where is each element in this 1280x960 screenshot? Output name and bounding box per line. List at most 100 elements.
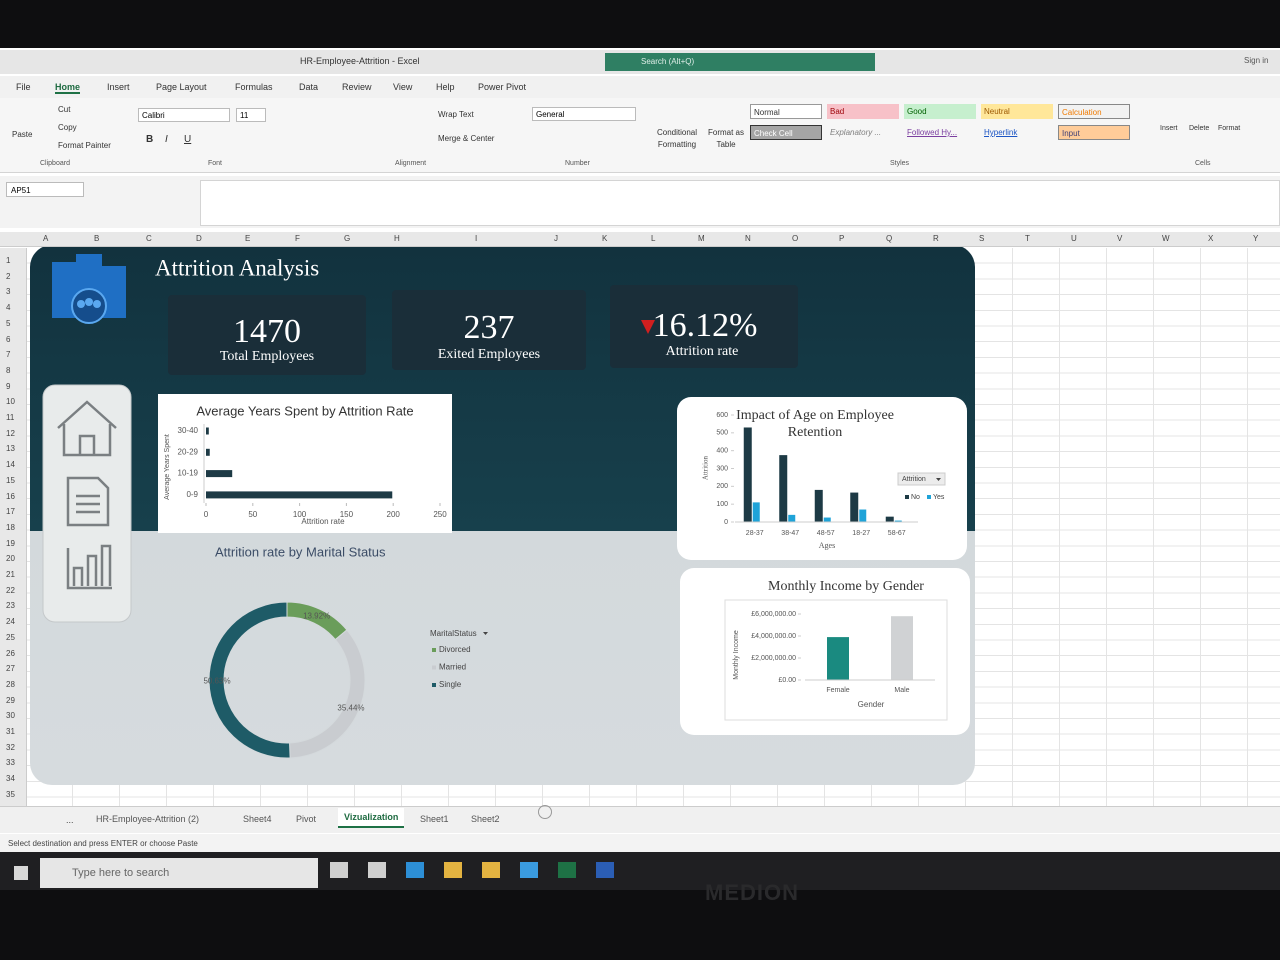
row-header[interactable]: 32 <box>6 742 15 752</box>
taskbar-icon[interactable] <box>482 862 500 878</box>
row-header[interactable]: 14 <box>6 460 15 470</box>
merge-center-button[interactable]: Merge & Center <box>438 134 495 143</box>
column-header[interactable]: T <box>1025 234 1030 243</box>
row-header[interactable]: 28 <box>6 679 15 689</box>
row-header[interactable]: 33 <box>6 758 15 768</box>
new-sheet-button[interactable] <box>538 805 552 819</box>
sheet-tab[interactable]: HR-Employee-Attrition (2) <box>96 814 200 824</box>
row-header[interactable]: 1 <box>6 256 11 265</box>
taskbar-icon[interactable] <box>444 862 462 878</box>
column-header[interactable]: X <box>1208 234 1214 243</box>
cell-style[interactable]: Input <box>1058 125 1130 140</box>
column-header[interactable]: K <box>602 234 608 243</box>
cell-style[interactable]: Explanatory ... <box>827 125 899 140</box>
column-header[interactable]: P <box>839 234 845 243</box>
column-header[interactable]: I <box>475 234 478 243</box>
cell-style[interactable]: Hyperlink <box>981 125 1053 140</box>
ribbon-tab[interactable]: Power Pivot <box>478 82 527 92</box>
row-header[interactable]: 10 <box>6 397 15 407</box>
row-header[interactable]: 29 <box>6 695 15 705</box>
column-header[interactable]: V <box>1117 234 1123 243</box>
row-header[interactable]: 30 <box>6 711 15 721</box>
font-style-button[interactable]: U <box>184 134 192 145</box>
column-header[interactable]: M <box>698 234 705 243</box>
cell-style[interactable]: Followed Hy... <box>904 125 976 140</box>
sheet-tab[interactable]: Sheet4 <box>243 814 272 824</box>
row-header[interactable]: 24 <box>6 617 15 627</box>
taskbar-icon[interactable] <box>596 862 614 878</box>
row-header[interactable]: 6 <box>6 334 11 344</box>
cell-style[interactable]: Good <box>904 104 976 119</box>
row-header[interactable]: 17 <box>6 507 15 517</box>
column-header[interactable]: U <box>1071 234 1077 243</box>
home-icon[interactable] <box>57 400 117 457</box>
row-header[interactable]: 5 <box>6 318 11 328</box>
row-header[interactable]: 11 <box>6 413 15 422</box>
ribbon-tab[interactable]: File <box>16 82 31 92</box>
taskbar-search[interactable]: Type here to search <box>40 858 318 888</box>
row-header[interactable]: 27 <box>6 664 15 674</box>
column-header[interactable]: G <box>344 234 351 243</box>
row-header[interactable]: 4 <box>6 303 11 313</box>
column-header[interactable]: D <box>196 234 202 243</box>
ribbon-tab[interactable]: Data <box>299 82 319 92</box>
column-header[interactable]: J <box>554 234 558 243</box>
row-header[interactable]: 15 <box>6 475 15 485</box>
row-header[interactable]: 13 <box>6 444 15 454</box>
column-header[interactable]: Q <box>886 234 893 243</box>
cells-button[interactable]: Format <box>1218 125 1241 132</box>
column-header[interactable]: F <box>295 234 300 243</box>
ribbon-tab[interactable]: View <box>393 82 413 92</box>
ribbon-tab[interactable]: Home <box>55 82 81 94</box>
cut-button[interactable]: Cut <box>58 105 71 114</box>
row-header[interactable]: 25 <box>6 632 15 642</box>
cell-style[interactable]: Bad <box>827 104 899 119</box>
ribbon-tab[interactable]: Page Layout <box>156 82 207 92</box>
row-header[interactable]: 3 <box>6 287 11 297</box>
row-header[interactable]: 18 <box>6 522 15 532</box>
taskbar-icon[interactable] <box>406 862 424 878</box>
ribbon-tab[interactable]: Formulas <box>235 82 273 92</box>
sheet-tab[interactable]: Sheet2 <box>471 814 500 824</box>
font-size-box[interactable]: 11 <box>236 108 266 122</box>
column-header[interactable]: W <box>1162 234 1170 243</box>
taskbar-icon[interactable] <box>330 862 348 878</box>
conditional-formatting-button[interactable]: Conditional Formatting <box>656 128 698 149</box>
ribbon-tab[interactable]: Insert <box>107 82 130 92</box>
taskbar-icon[interactable] <box>558 862 576 878</box>
cell-style[interactable]: Neutral <box>981 104 1053 119</box>
column-header[interactable]: B <box>94 234 100 243</box>
column-header[interactable]: N <box>745 234 751 243</box>
font-style-button[interactable]: B <box>146 134 154 145</box>
copy-button[interactable]: Copy <box>58 123 77 132</box>
ribbon-tab[interactable]: Help <box>436 82 455 92</box>
column-header[interactable]: C <box>146 234 152 243</box>
sheet-tab[interactable]: Pivot <box>296 814 317 824</box>
start-button[interactable] <box>14 866 28 880</box>
row-header[interactable]: 26 <box>6 648 15 658</box>
font-name-box[interactable]: Calibri <box>138 108 230 122</box>
row-header[interactable]: 31 <box>6 727 15 736</box>
sheet-tab[interactable]: Vizualization <box>338 808 405 828</box>
column-header[interactable]: A <box>43 234 49 243</box>
taskbar-icon[interactable] <box>520 862 538 878</box>
font-style-button[interactable]: I <box>165 134 168 145</box>
row-header[interactable]: 23 <box>6 601 15 611</box>
report-icon[interactable] <box>66 476 110 527</box>
number-format-box[interactable]: General <box>532 107 636 121</box>
row-header[interactable]: 35 <box>6 789 15 799</box>
sheet-tab[interactable]: Sheet1 <box>420 814 449 824</box>
column-header[interactable]: R <box>933 234 939 243</box>
row-header[interactable]: 34 <box>6 774 15 784</box>
column-header[interactable]: Y <box>1253 234 1259 243</box>
search-box[interactable]: Search (Alt+Q) <box>605 53 875 71</box>
cells-button[interactable]: Insert <box>1160 125 1178 132</box>
format-painter-button[interactable]: Format Painter <box>58 141 111 150</box>
ribbon-tab[interactable]: Review <box>342 82 372 92</box>
column-header[interactable]: H <box>394 234 400 243</box>
column-header[interactable]: S <box>979 234 985 243</box>
row-header[interactable]: 20 <box>6 554 15 564</box>
row-header[interactable]: 16 <box>6 491 15 501</box>
row-header[interactable]: 2 <box>6 271 11 281</box>
row-header[interactable]: 19 <box>6 538 15 548</box>
